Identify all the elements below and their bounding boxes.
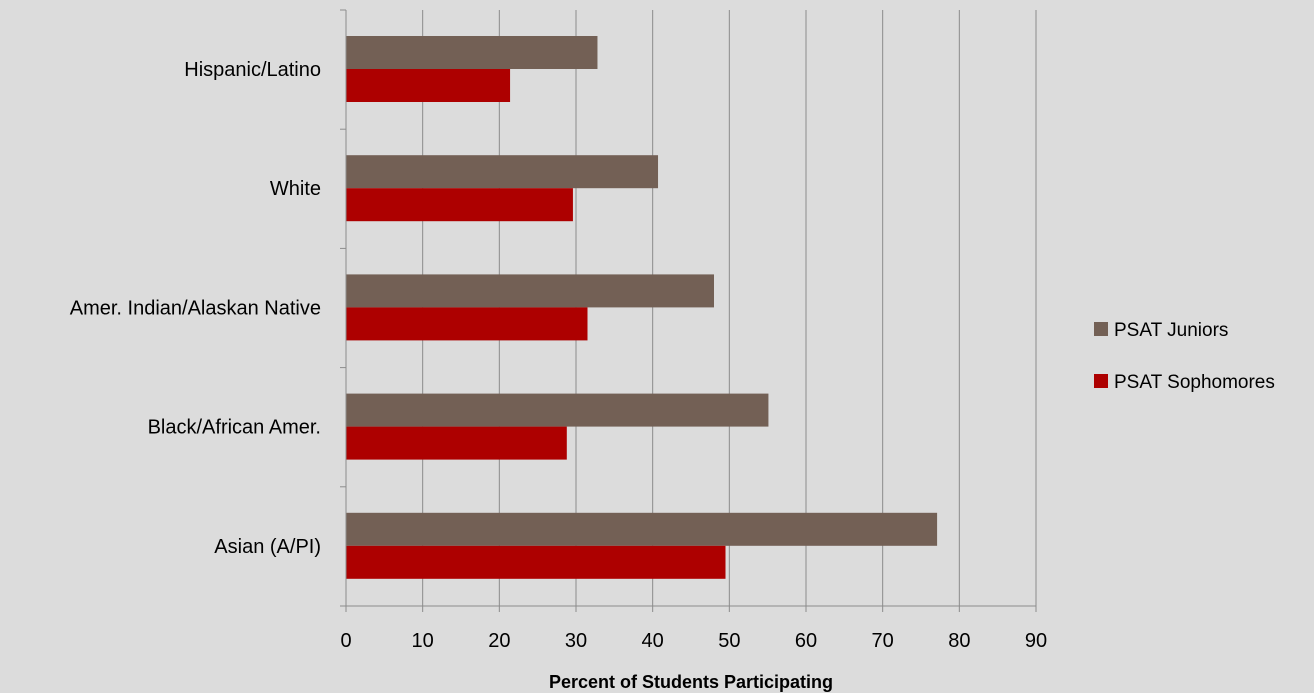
bar-sophomores	[346, 307, 588, 341]
bars	[346, 36, 938, 579]
x-axis-title: Percent of Students Participating	[549, 672, 833, 692]
x-tick-label: 20	[488, 630, 510, 652]
y-category-label: Hispanic/Latino	[184, 59, 321, 81]
x-tick-label: 0	[340, 630, 351, 652]
x-tick-label: 80	[948, 630, 970, 652]
x-tick-label: 70	[872, 630, 894, 652]
bar-sophomores	[346, 426, 567, 460]
x-tick-label: 50	[718, 630, 740, 652]
gridlines	[422, 10, 1037, 606]
legend-swatch-sophomores	[1094, 374, 1108, 388]
x-tick-label: 40	[642, 630, 664, 652]
x-tick-label: 30	[565, 630, 587, 652]
bar-juniors	[346, 274, 714, 308]
legend: PSAT Juniors PSAT Sophomores	[1094, 320, 1275, 393]
bar-sophomores	[346, 69, 511, 102]
y-category-label: White	[270, 178, 321, 200]
axes	[340, 9, 1037, 612]
x-tick-label: 10	[412, 630, 434, 652]
x-tick-label: 90	[1025, 630, 1047, 652]
y-category-label: Asian (A/PI)	[214, 536, 321, 558]
bar-juniors	[346, 155, 659, 189]
bar-juniors	[346, 512, 938, 546]
bar-sophomores	[346, 545, 726, 579]
legend-label-juniors: PSAT Juniors	[1114, 320, 1228, 341]
legend-label-sophomores: PSAT Sophomores	[1114, 372, 1275, 393]
x-tick-label: 60	[795, 630, 817, 652]
labels: 0 10 20 30 40 50 60 70 80 90 Hispanic/Latino White A…	[70, 59, 1047, 652]
bar-juniors	[346, 36, 598, 69]
legend-swatch-juniors	[1094, 322, 1108, 336]
bar-juniors	[346, 393, 769, 427]
y-category-label: Black/African Amer.	[148, 417, 321, 439]
bar-sophomores	[346, 188, 573, 222]
y-category-label: Amer. Indian/Alaskan Native	[70, 297, 321, 319]
